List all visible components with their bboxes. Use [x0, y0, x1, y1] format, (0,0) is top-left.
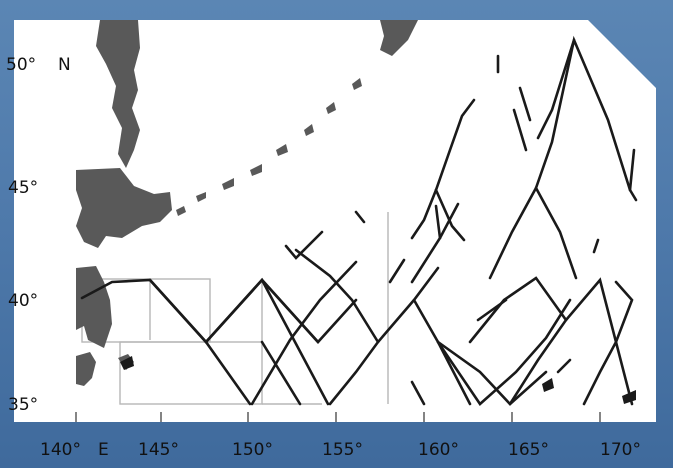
lon-label-160: 160°: [418, 440, 459, 460]
ground-tracks: [80, 35, 638, 406]
axis-ticks: [75, 412, 601, 422]
track-markers: [120, 356, 636, 404]
lat-label-45: 45°: [8, 178, 38, 198]
lat-label-40: 40°: [8, 291, 38, 311]
hokkaido-land: [76, 168, 172, 248]
lon-label-140: 140°: [40, 440, 81, 460]
lon-label-165: 165°: [508, 440, 549, 460]
map-panel: [14, 20, 656, 422]
latitude-labels: 50° 45° 40° 35° N: [6, 55, 71, 415]
lon-label-170: 170°: [600, 440, 641, 460]
boso-land: [76, 352, 96, 386]
lon-label-150: 150°: [232, 440, 273, 460]
longitude-labels: 140° E 145° 150° 155° 160° 165° 170°: [40, 440, 641, 460]
north-label: N: [58, 55, 71, 75]
kamchatka-land: [380, 20, 418, 56]
east-label: E: [98, 440, 109, 460]
sakhalin-land: [96, 20, 140, 168]
lat-label-35: 35°: [8, 395, 38, 415]
lat-label-50: 50°: [6, 55, 36, 75]
lon-label-155: 155°: [322, 440, 363, 460]
lon-label-145: 145°: [138, 440, 179, 460]
